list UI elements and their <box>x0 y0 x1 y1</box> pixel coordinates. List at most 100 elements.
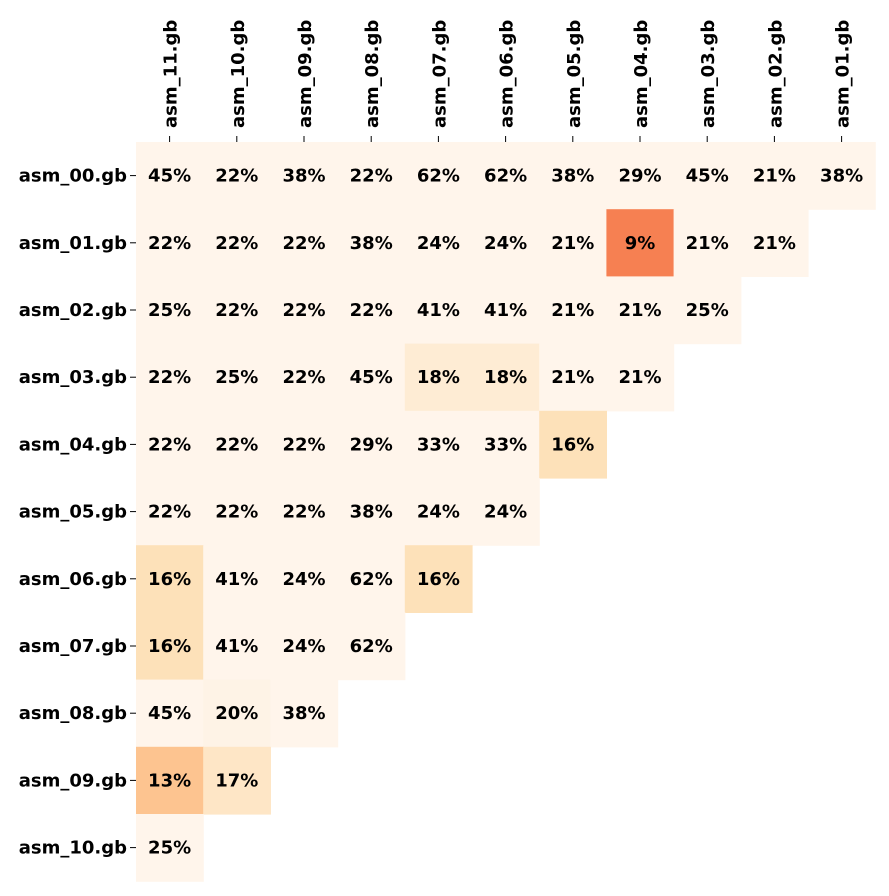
heatmap-cell <box>606 343 675 412</box>
heatmap-cell <box>270 478 339 546</box>
heatmap-cell <box>472 478 540 546</box>
cell-value-label: 24% <box>282 636 325 657</box>
heatmap-cell <box>203 276 271 345</box>
cell-value-label: 22% <box>148 434 191 455</box>
column-tick-label: asm_09.gb <box>295 20 316 128</box>
row-tick-label: asm_08.gb <box>19 703 127 724</box>
cell-value-label: 25% <box>148 300 191 321</box>
cell-value-label: 41% <box>417 300 460 321</box>
cell-value-label: 21% <box>551 367 594 388</box>
heatmap-cell <box>270 343 339 412</box>
heatmap-cell <box>740 209 809 277</box>
heatmap-cell <box>136 478 204 546</box>
heatmap-cell <box>673 142 742 210</box>
cell-value-label: 38% <box>350 502 393 523</box>
cell-value-label: 41% <box>484 300 527 321</box>
cell-value-label: 24% <box>484 502 527 523</box>
cell-value-label: 45% <box>148 166 191 187</box>
heatmap-cell <box>136 142 204 210</box>
cell-value-label: 21% <box>618 300 661 321</box>
column-tick-label: asm_03.gb <box>698 20 719 128</box>
cell-value-label: 22% <box>350 166 393 187</box>
heatmap-cell <box>136 410 204 479</box>
heatmap-cell <box>404 142 473 210</box>
heatmap-cell <box>337 142 406 210</box>
heatmap-cell <box>404 410 473 479</box>
heatmap-cell <box>539 410 607 479</box>
row-tick-label: asm_09.gb <box>19 770 127 791</box>
cell-value-label: 22% <box>215 502 258 523</box>
heatmap-cell <box>337 410 406 479</box>
row-tick-label: asm_07.gb <box>19 636 127 657</box>
cell-value-label: 38% <box>282 703 325 724</box>
row-tick-labels: asm_00.gb asm_01.gb asm_02.gb asm_03.gb asm_… <box>19 166 136 859</box>
heatmap-cell <box>404 545 473 613</box>
heatmap-cell <box>203 142 271 210</box>
heatmap-cell <box>203 343 271 412</box>
cell-value-label: 29% <box>618 166 661 187</box>
cell-value-label: 22% <box>350 300 393 321</box>
heatmap-cell <box>270 545 339 613</box>
cell-value-label: 20% <box>215 703 258 724</box>
row-tick-label: asm_06.gb <box>19 569 127 590</box>
heatmap-cell <box>136 343 204 412</box>
heatmap-cell <box>203 209 271 277</box>
column-tick-label: asm_07.gb <box>429 20 450 128</box>
heatmap-cell <box>270 142 339 210</box>
heatmap-cell <box>136 612 204 681</box>
heatmap-cell <box>337 612 406 681</box>
cell-value-label: 45% <box>350 367 393 388</box>
heatmap-cell <box>606 209 675 277</box>
cell-value-label: 33% <box>417 434 460 455</box>
column-tick-label: asm_11.gb <box>161 20 182 128</box>
cell-value-label: 13% <box>148 770 191 791</box>
cell-value-label: 21% <box>686 233 729 254</box>
cell-value-label: 22% <box>215 233 258 254</box>
heatmap-cell <box>472 276 540 345</box>
column-tick-label: asm_08.gb <box>362 20 383 128</box>
heatmap-cell <box>472 343 540 412</box>
cell-value-label: 16% <box>148 569 191 590</box>
cell-value-label: 22% <box>148 233 191 254</box>
cell-value-label: 16% <box>551 434 594 455</box>
cell-value-label: 41% <box>215 569 258 590</box>
cell-value-label: 17% <box>215 770 258 791</box>
heatmap-cell <box>472 142 540 210</box>
heatmap-cell <box>404 343 473 412</box>
row-tick-label: asm_00.gb <box>19 166 127 187</box>
column-tick-labels: asm_11.gb asm_10.gb asm_09.gb asm_08.gb asm_… <box>161 20 854 142</box>
heatmap-cell <box>270 679 339 748</box>
heatmap-cell <box>808 142 876 210</box>
cell-value-label: 38% <box>820 166 863 187</box>
cell-value-label: 25% <box>686 300 729 321</box>
heatmap-cell <box>203 545 271 613</box>
cell-value-label: 22% <box>282 367 325 388</box>
heatmap-cell <box>673 209 742 277</box>
cell-value-label: 38% <box>350 233 393 254</box>
cell-value-label: 22% <box>215 434 258 455</box>
heatmap-cell <box>136 209 204 277</box>
heatmap-cell <box>136 746 204 815</box>
heatmap-cell <box>539 343 607 412</box>
cell-value-label: 22% <box>282 233 325 254</box>
cell-value-label: 24% <box>282 569 325 590</box>
heatmap-cell <box>539 276 607 345</box>
heatmap-cell <box>606 276 675 345</box>
heatmap-cell <box>203 612 271 681</box>
heatmap-cell <box>337 209 406 277</box>
heatmap-cell <box>404 478 473 546</box>
row-tick-label: asm_10.gb <box>19 838 127 859</box>
cell-value-label: 22% <box>215 300 258 321</box>
heatmap-cell <box>136 545 204 613</box>
heatmap-cell <box>539 142 607 210</box>
cell-value-label: 22% <box>282 434 325 455</box>
column-tick-label: asm_02.gb <box>765 20 786 128</box>
heatmap-cell <box>740 142 809 210</box>
heatmap-cell <box>270 276 339 345</box>
heatmap-cell <box>203 679 271 748</box>
heatmap-cell <box>337 276 406 345</box>
cell-value-label: 21% <box>753 233 796 254</box>
cell-value-label: 22% <box>148 502 191 523</box>
row-tick-label: asm_04.gb <box>19 434 127 455</box>
cell-value-label: 25% <box>148 838 191 859</box>
